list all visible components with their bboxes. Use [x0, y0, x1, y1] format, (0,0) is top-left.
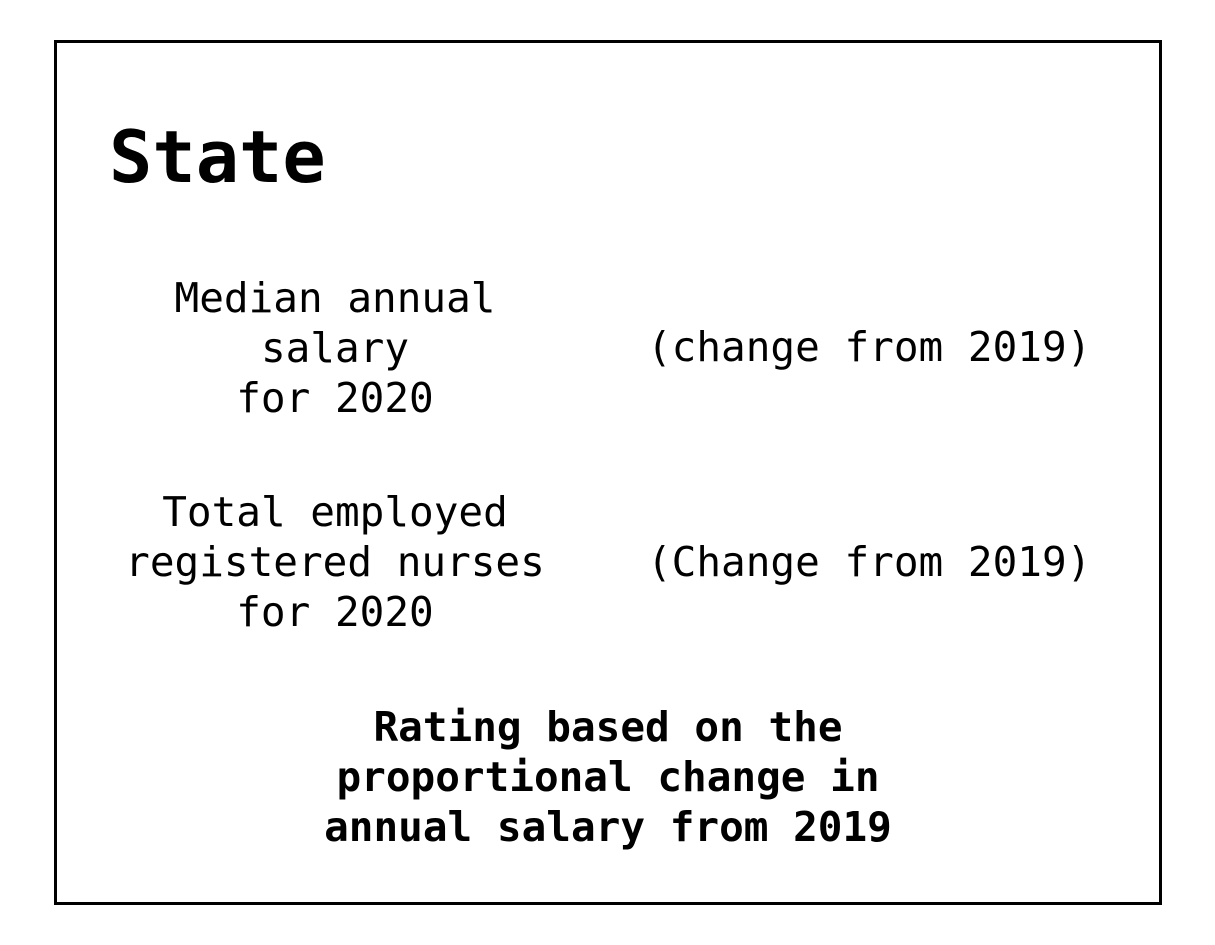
median-salary-label: Median annual salary for 2020 — [174, 274, 496, 422]
employed-nurses-label: Total employed registered nurses for 202… — [125, 488, 545, 636]
salary-change-label: (change from 2019) — [647, 323, 1092, 371]
state-title: State — [109, 115, 326, 199]
rating-explanation: Rating based on the proportional change … — [324, 703, 892, 851]
nurses-change-label: (Change from 2019) — [647, 538, 1092, 586]
state-card: State Median annual salary for 2020 (cha… — [54, 40, 1162, 905]
